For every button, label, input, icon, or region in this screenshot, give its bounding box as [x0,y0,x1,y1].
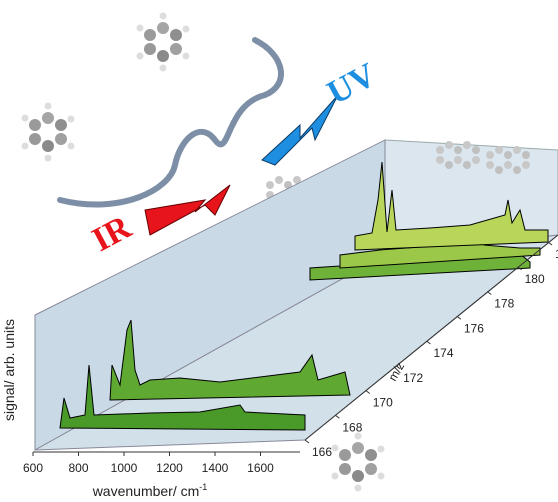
uv-arrow [262,95,338,165]
z-tick [487,292,491,295]
x-tick-label: 1000 [111,461,138,475]
z-tick-label: 170 [373,396,393,410]
molecule [137,13,190,72]
molecule [22,103,75,162]
x-axis-label: wavenumber/ cm-1 [92,482,208,499]
z-tick [366,391,370,394]
z-tick-label: 174 [434,346,454,360]
z-tick-label: 166 [312,445,332,459]
z-tick-label: 168 [342,420,362,434]
x-tick-label: 1200 [156,461,183,475]
x-tick-label: 600 [23,461,43,475]
page: {"labels": {"ir": "IR", "uv": "UV"}, "ax… [0,0,558,502]
z-tick-label: 176 [464,321,484,335]
z-tick [335,415,339,418]
light-path [60,40,281,205]
x-tick-label: 1600 [247,461,274,475]
z-tick-label: 172 [403,371,423,385]
molecule [332,433,385,492]
z-tick [457,316,461,319]
x-tick-label: 800 [68,461,88,475]
x-axis: 600 800 1000 1200 1400 1600 [23,452,300,475]
x-axis-label-text: wavenumber/ cm [92,483,200,499]
y-axis-label: signal/ arb. units [1,319,17,421]
z-tick [427,341,431,344]
ir-label: IR [86,208,137,259]
x-tick-label: 1400 [202,461,229,475]
z-tick [305,440,309,443]
figure: IR UV 6008001000120014001600 16616817017… [0,0,558,502]
z-tick [548,242,552,245]
z-tick-label: 180 [525,272,545,286]
x-axis-label-sup: -1 [199,482,207,492]
z-tick-label: 178 [494,297,514,311]
